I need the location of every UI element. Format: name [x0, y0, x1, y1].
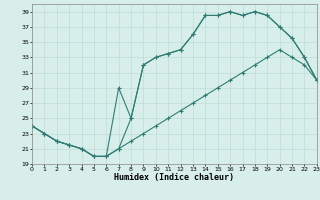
X-axis label: Humidex (Indice chaleur): Humidex (Indice chaleur): [115, 173, 234, 182]
